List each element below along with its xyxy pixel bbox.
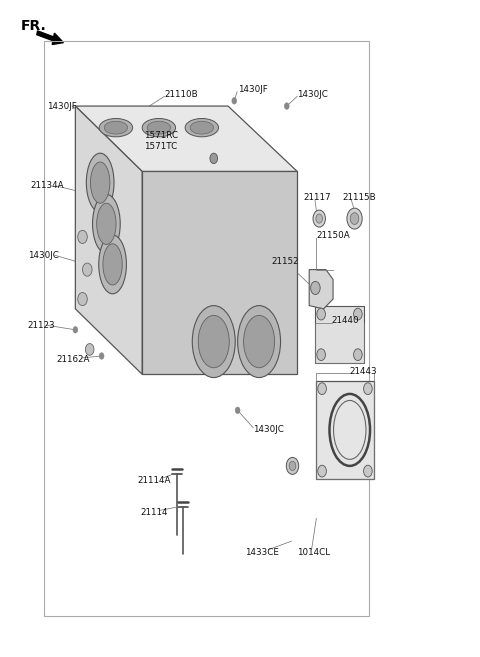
Circle shape	[83, 263, 92, 276]
Polygon shape	[316, 381, 373, 479]
Circle shape	[78, 292, 87, 306]
Circle shape	[86, 114, 91, 121]
Circle shape	[235, 407, 240, 413]
Circle shape	[364, 465, 372, 477]
Ellipse shape	[147, 122, 170, 134]
Ellipse shape	[142, 118, 176, 137]
Circle shape	[318, 465, 326, 477]
Polygon shape	[75, 106, 297, 171]
Polygon shape	[75, 106, 142, 374]
Circle shape	[364, 383, 372, 395]
Text: 1430JF: 1430JF	[47, 102, 76, 110]
Circle shape	[78, 231, 87, 244]
Text: 21114A: 21114A	[137, 476, 171, 485]
Circle shape	[210, 153, 217, 164]
Ellipse shape	[86, 153, 114, 212]
Ellipse shape	[238, 306, 281, 378]
Text: 21123: 21123	[28, 321, 55, 330]
Circle shape	[185, 144, 190, 150]
Circle shape	[347, 208, 362, 229]
Text: FR.: FR.	[21, 19, 46, 34]
Text: 1430JF: 1430JF	[238, 85, 267, 94]
Text: 21443: 21443	[350, 367, 377, 376]
Ellipse shape	[192, 306, 235, 378]
Circle shape	[318, 383, 326, 395]
Text: 21440: 21440	[332, 316, 359, 325]
Text: 1571TC: 1571TC	[144, 142, 177, 151]
Circle shape	[79, 260, 84, 266]
Circle shape	[75, 188, 80, 194]
Text: 1430JC: 1430JC	[297, 90, 328, 99]
Polygon shape	[315, 306, 364, 363]
Circle shape	[354, 308, 362, 320]
Ellipse shape	[185, 118, 218, 137]
Ellipse shape	[198, 315, 229, 368]
Circle shape	[313, 210, 325, 227]
Text: 21134A: 21134A	[30, 181, 64, 191]
Circle shape	[289, 461, 296, 470]
Circle shape	[99, 353, 104, 359]
Ellipse shape	[93, 194, 120, 253]
Circle shape	[354, 349, 362, 361]
Circle shape	[317, 308, 325, 320]
Ellipse shape	[103, 244, 122, 285]
Circle shape	[284, 102, 289, 109]
Text: 21114: 21114	[141, 509, 168, 518]
Circle shape	[73, 327, 78, 333]
Text: 21110B: 21110B	[165, 90, 198, 99]
Text: 1430JC: 1430JC	[253, 425, 284, 434]
Text: 1571RC: 1571RC	[144, 131, 178, 140]
Text: 1433CE: 1433CE	[245, 548, 279, 556]
Text: 21150A: 21150A	[316, 231, 350, 240]
Bar	[44, 41, 369, 616]
Polygon shape	[142, 171, 297, 374]
Ellipse shape	[91, 162, 110, 203]
Ellipse shape	[99, 235, 126, 294]
Text: 21152: 21152	[271, 258, 299, 266]
Circle shape	[232, 97, 237, 104]
Ellipse shape	[190, 122, 214, 134]
Ellipse shape	[104, 122, 128, 134]
Text: 21162A: 21162A	[56, 355, 90, 365]
Polygon shape	[309, 269, 333, 309]
Text: 21115B: 21115B	[343, 193, 376, 202]
Circle shape	[311, 281, 320, 294]
Text: 1430JC: 1430JC	[28, 251, 59, 260]
Circle shape	[286, 457, 299, 474]
Ellipse shape	[99, 118, 132, 137]
FancyArrow shape	[37, 31, 63, 45]
Ellipse shape	[96, 203, 116, 244]
Circle shape	[316, 214, 323, 223]
Text: 21117: 21117	[303, 193, 331, 202]
Circle shape	[85, 344, 94, 355]
Circle shape	[350, 213, 359, 225]
Text: 1014CL: 1014CL	[297, 548, 330, 556]
Circle shape	[317, 349, 325, 361]
Ellipse shape	[243, 315, 275, 368]
